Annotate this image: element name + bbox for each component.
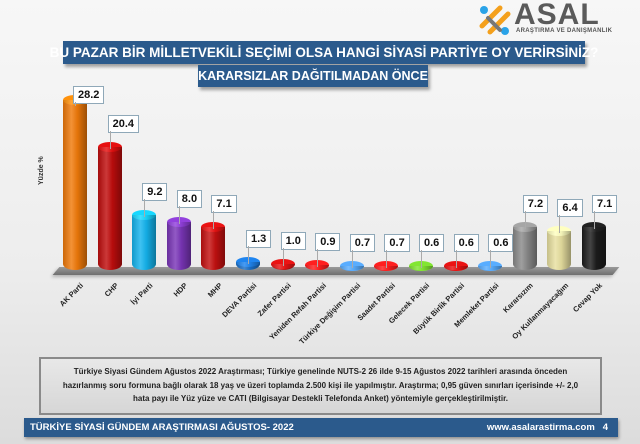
bar: [132, 214, 157, 270]
value-label: 0.9: [315, 232, 341, 251]
bar: [582, 227, 606, 270]
leader-line: [524, 210, 526, 229]
value-label: 0.7: [349, 233, 376, 252]
bar: [63, 100, 87, 270]
page-number: 4: [602, 422, 608, 433]
value-label: 0.6: [488, 234, 514, 252]
chart-title: BU PAZAR BİR MİLLETVEKİLİ SEÇİMİ OLSA HA…: [50, 41, 598, 64]
asal-logo-mark-icon: [479, 5, 511, 35]
note-line-2: hazırlanmış soru formuna bağlı olarak 18…: [62, 380, 579, 390]
value-label: 7.1: [592, 195, 618, 214]
logo-subtitle: ARAŞTIRMA VE DANIŞMANLIK: [516, 28, 613, 34]
bar: [97, 147, 122, 270]
bar: [512, 226, 537, 270]
footer-bar: TÜRKİYE SİYASİ GÜNDEM ARAŞTIRMASI AĞUSTO…: [24, 418, 618, 437]
x-axis-label: HDP: [171, 281, 190, 299]
leader-line: [421, 250, 422, 268]
bar: [270, 263, 295, 270]
leader-line: [213, 211, 215, 230]
bar: [478, 266, 503, 270]
leader-line: [144, 198, 146, 217]
value-label: 9.2: [142, 182, 168, 201]
methodology-note: Türkiye Siyasi Gündem Ağustos 2022 Araşt…: [39, 357, 602, 415]
value-label: 7.1: [211, 195, 237, 214]
value-label: 0.7: [384, 233, 410, 252]
website-link[interactable]: www.asalarastirma.com: [486, 422, 595, 433]
asal-logo: ASAL ARAŞTIRMA VE DANIŞMANLIK: [478, 0, 628, 38]
value-label: 1.0: [280, 231, 306, 250]
value-label: 0.6: [419, 234, 445, 252]
leader-line: [490, 250, 492, 268]
value-label: 6.4: [557, 199, 583, 218]
note-line-3: hata payı ile Yüz yüze ve CATI (Bilgisay…: [133, 394, 508, 403]
leader-line: [317, 248, 319, 267]
bar: [201, 227, 226, 270]
x-axis-label: Kararsızım: [501, 281, 536, 315]
note-line-1: Türkiye Siyasi Gündem Ağustos 2022 Araşt…: [73, 367, 568, 376]
bar: [166, 221, 191, 270]
x-axis-label: DEVA Partisi: [220, 281, 259, 320]
x-axis-label: İyi Parti: [129, 281, 155, 307]
leader-line: [282, 247, 284, 266]
value-label: 8.0: [176, 189, 203, 208]
bar: [305, 264, 330, 270]
bar: [236, 262, 260, 270]
leader-line: [248, 246, 249, 265]
leader-line: [455, 250, 457, 268]
bar: [443, 266, 468, 270]
value-label: 7.2: [522, 194, 549, 213]
leader-line: [178, 205, 180, 224]
x-axis-label: Cevap Yok: [571, 281, 605, 315]
logo-name: ASAL: [514, 0, 600, 31]
x-axis-label: MHP: [205, 281, 224, 300]
value-label: 0.6: [453, 234, 479, 252]
bar: [409, 266, 433, 270]
leader-line: [351, 249, 353, 268]
bar: [547, 231, 572, 270]
x-axis-label: Türkiye Değişim Partisi: [297, 281, 363, 347]
x-axis-label: AK Parti: [58, 281, 86, 309]
leader-line: [75, 102, 76, 106]
bar: [374, 265, 399, 270]
chart-subtitle: KARARSIZLAR DAĞITILMADAN ÖNCE: [198, 65, 428, 87]
leader-line: [109, 131, 111, 150]
value-label: 1.3: [246, 230, 272, 249]
value-label: 28.2: [73, 86, 105, 104]
value-label: 20.4: [107, 115, 140, 134]
bar: [339, 265, 364, 270]
x-axis-label: CHP: [102, 281, 120, 299]
leader-line: [386, 249, 388, 268]
leader-line: [559, 215, 561, 234]
footer-title: TÜRKİYE SİYASİ GÜNDEM ARAŞTIRMASI AĞUSTO…: [30, 422, 294, 433]
x-axis-label: Zafer Partisi: [255, 281, 293, 319]
footer-right: www.asalarastirma.com 4: [487, 422, 608, 433]
leader-line: [594, 211, 595, 230]
y-axis-label: Yüzde %: [38, 156, 45, 185]
